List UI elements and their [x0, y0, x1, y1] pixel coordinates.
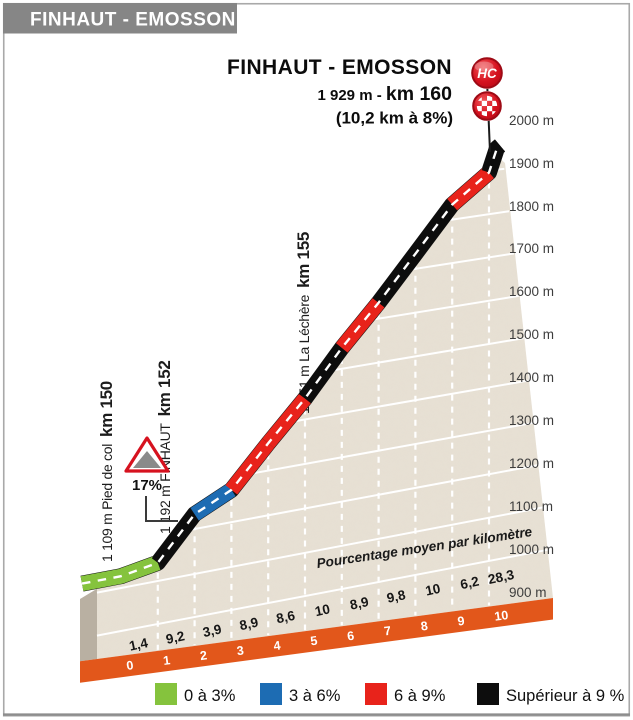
steep-warning: 17%: [124, 436, 178, 522]
km-tick-1: 1: [162, 653, 171, 668]
elevation-label: 1900 m: [509, 156, 554, 171]
road-segment: [481, 139, 505, 175]
gradient-value: 8,6: [275, 608, 297, 627]
km-tick-3: 3: [236, 643, 245, 658]
elevation-label: 1200 m: [509, 456, 554, 471]
legend-swatch: [365, 683, 387, 705]
waypoint-label: 1 109 m Pied de colkm 150: [97, 381, 116, 562]
gradient-value: 8,9: [349, 594, 370, 613]
steepest-value: 17%: [132, 477, 162, 494]
road: [80, 139, 506, 592]
gradient-value: 3,9: [201, 621, 222, 640]
legend-swatch: [260, 683, 282, 705]
gradient-legend: 0 à 3% 3 à 6% 6 à 9% Supérieur à 9 %: [155, 683, 625, 705]
km-tick-9: 9: [457, 614, 466, 629]
gridline-1500m: [330, 337, 524, 372]
elevation-axis: 2000 m 1900 m 1800 m 1700 m 1600 m 1500 m 1400…: [509, 113, 554, 600]
legend-label: 3 à 6%: [289, 687, 341, 705]
terrain-left-face: [80, 588, 97, 662]
gridline-1800m: [446, 210, 510, 222]
gradient-values: 1,4 9,2 3,9 8,9 8,6 10 8,9 9,8 10 6,2 28,3: [128, 567, 516, 654]
km-tick-5: 5: [310, 634, 319, 649]
km-tick-4: 4: [273, 638, 282, 653]
elevation-label: 1500 m: [509, 327, 554, 342]
header-box: [3, 3, 237, 34]
legend-swatch: [477, 683, 499, 705]
gridline-1000m: [96, 548, 548, 637]
legend-label: Supérieur à 9 %: [506, 687, 625, 705]
gradient-value: 9,8: [385, 587, 407, 606]
gradient-value: 6,2: [459, 574, 480, 593]
elevation-label: 1400 m: [509, 370, 554, 385]
climb-title: FINHAUT - EMOSSON: [227, 56, 452, 79]
km-tick-6: 6: [346, 629, 355, 644]
gridline-1300m: [250, 421, 534, 475]
elevation-label: 2000 m: [509, 113, 554, 128]
header-title: FINHAUT - EMOSSON: [30, 10, 236, 31]
legend-swatch: [155, 683, 177, 705]
finish-checkered-badge: [472, 91, 502, 121]
km-axis-ticks: 0 1 2 3 4 5 6 7 8 9 10: [126, 608, 510, 673]
hc-category-badge: HC: [471, 57, 503, 89]
gradient-value: 9,2: [165, 628, 186, 647]
elevation-label: 1600 m: [509, 284, 554, 299]
elevation-label: 1100 m: [509, 499, 553, 514]
km-tick-2: 2: [199, 648, 208, 663]
waypoint-label: 1 192 m FINHAUTkm 152: [155, 361, 174, 535]
hc-label: HC: [477, 66, 497, 81]
gridline-1100m: [96, 506, 544, 594]
elevation-label: 1700 m: [509, 241, 554, 256]
gradient-value: 8,9: [238, 615, 259, 634]
elevation-label: 1000 m: [509, 542, 554, 557]
km-axis-bar: [80, 598, 553, 683]
gradient-value: 28,3: [487, 567, 516, 587]
km-tick-7: 7: [383, 624, 392, 639]
legend-label: 6 à 9%: [394, 687, 446, 705]
km-gridlines: [156, 182, 491, 650]
gridline-1600m: [371, 294, 519, 321]
gradient-value: 10: [424, 581, 442, 599]
terrain-texture: [97, 156, 553, 659]
gradient-value: 1,4: [128, 635, 150, 654]
gradient-value: 10: [314, 601, 332, 619]
climb-detail: (10,2 km à 8%): [336, 109, 453, 128]
legend-label: 0 à 3%: [184, 687, 236, 705]
km-tick-0: 0: [126, 658, 135, 673]
road-segment: [447, 166, 494, 211]
elevation-label: 1800 m: [509, 199, 554, 214]
gridline-1700m: [409, 252, 515, 271]
gridline-1200m: [188, 464, 539, 532]
climb-subtitle: 1 929 m - km 160: [317, 83, 452, 105]
elevation-label: 1300 m: [509, 413, 554, 428]
warning-mountain-icon: [133, 451, 161, 468]
km-tick-8: 8: [420, 619, 429, 634]
warning-connector: [145, 496, 178, 522]
km-tick-10: 10: [494, 608, 510, 624]
elevation-label: 900 m: [509, 585, 547, 600]
